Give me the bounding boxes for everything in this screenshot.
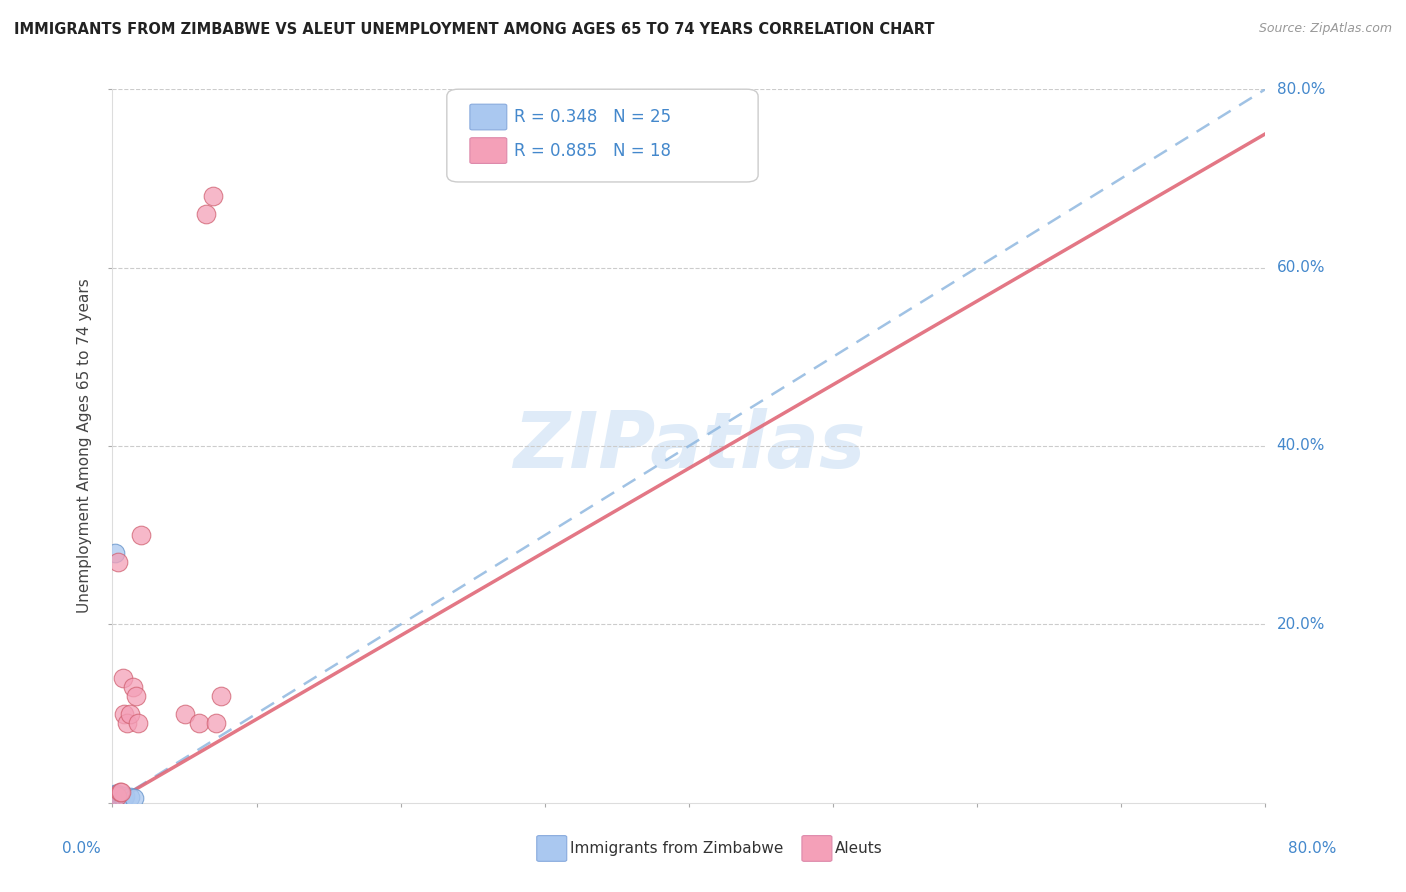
Point — [107, 793, 129, 807]
Point — [105, 790, 128, 805]
Point — [108, 789, 131, 804]
Point — [104, 792, 127, 806]
Point — [202, 189, 225, 203]
Point — [110, 785, 132, 799]
Point — [112, 791, 135, 805]
Point — [103, 794, 125, 808]
Text: 20.0%: 20.0% — [1277, 617, 1324, 632]
Point — [105, 792, 128, 806]
Text: 80.0%: 80.0% — [1288, 841, 1337, 856]
Point — [129, 528, 153, 542]
Point — [110, 792, 132, 806]
Point — [122, 791, 145, 805]
Point — [114, 789, 136, 803]
FancyBboxPatch shape — [470, 137, 506, 163]
Point — [105, 789, 128, 803]
Text: Aleuts: Aleuts — [835, 841, 883, 856]
Y-axis label: Unemployment Among Ages 65 to 74 years: Unemployment Among Ages 65 to 74 years — [77, 278, 93, 614]
Text: 80.0%: 80.0% — [1277, 82, 1324, 96]
Text: ZIPatlas: ZIPatlas — [513, 408, 865, 484]
Point — [195, 207, 218, 221]
Text: 60.0%: 60.0% — [1277, 260, 1324, 275]
Text: 40.0%: 40.0% — [1277, 439, 1324, 453]
Point — [121, 680, 143, 694]
Point — [105, 794, 128, 808]
Point — [103, 790, 125, 805]
Point — [107, 790, 129, 805]
FancyBboxPatch shape — [801, 836, 832, 862]
Point — [105, 787, 128, 801]
Point — [115, 715, 138, 730]
Point — [209, 689, 232, 703]
Point — [205, 715, 228, 730]
Text: Source: ZipAtlas.com: Source: ZipAtlas.com — [1258, 22, 1392, 36]
Point — [104, 546, 127, 560]
Text: R = 0.348   N = 25: R = 0.348 N = 25 — [513, 108, 671, 126]
Point — [118, 706, 141, 721]
Point — [104, 790, 127, 805]
Point — [188, 715, 211, 730]
FancyBboxPatch shape — [447, 89, 758, 182]
Point — [104, 794, 127, 808]
Point — [103, 792, 125, 806]
Text: R = 0.885   N = 18: R = 0.885 N = 18 — [513, 142, 671, 160]
Point — [112, 706, 135, 721]
Point — [111, 791, 134, 805]
Point — [173, 706, 195, 721]
FancyBboxPatch shape — [470, 104, 506, 130]
Text: 0.0%: 0.0% — [62, 841, 101, 856]
Text: Immigrants from Zimbabwe: Immigrants from Zimbabwe — [571, 841, 783, 856]
Point — [107, 788, 129, 802]
Point — [108, 785, 131, 799]
Point — [127, 715, 149, 730]
FancyBboxPatch shape — [537, 836, 567, 862]
Point — [118, 790, 141, 805]
Point — [110, 789, 132, 803]
Point — [103, 789, 125, 803]
Point — [108, 793, 131, 807]
Text: IMMIGRANTS FROM ZIMBABWE VS ALEUT UNEMPLOYMENT AMONG AGES 65 TO 74 YEARS CORRELA: IMMIGRANTS FROM ZIMBABWE VS ALEUT UNEMPL… — [14, 22, 935, 37]
Point — [104, 787, 127, 801]
Point — [111, 671, 134, 685]
Point — [124, 689, 146, 703]
Point — [107, 555, 129, 569]
